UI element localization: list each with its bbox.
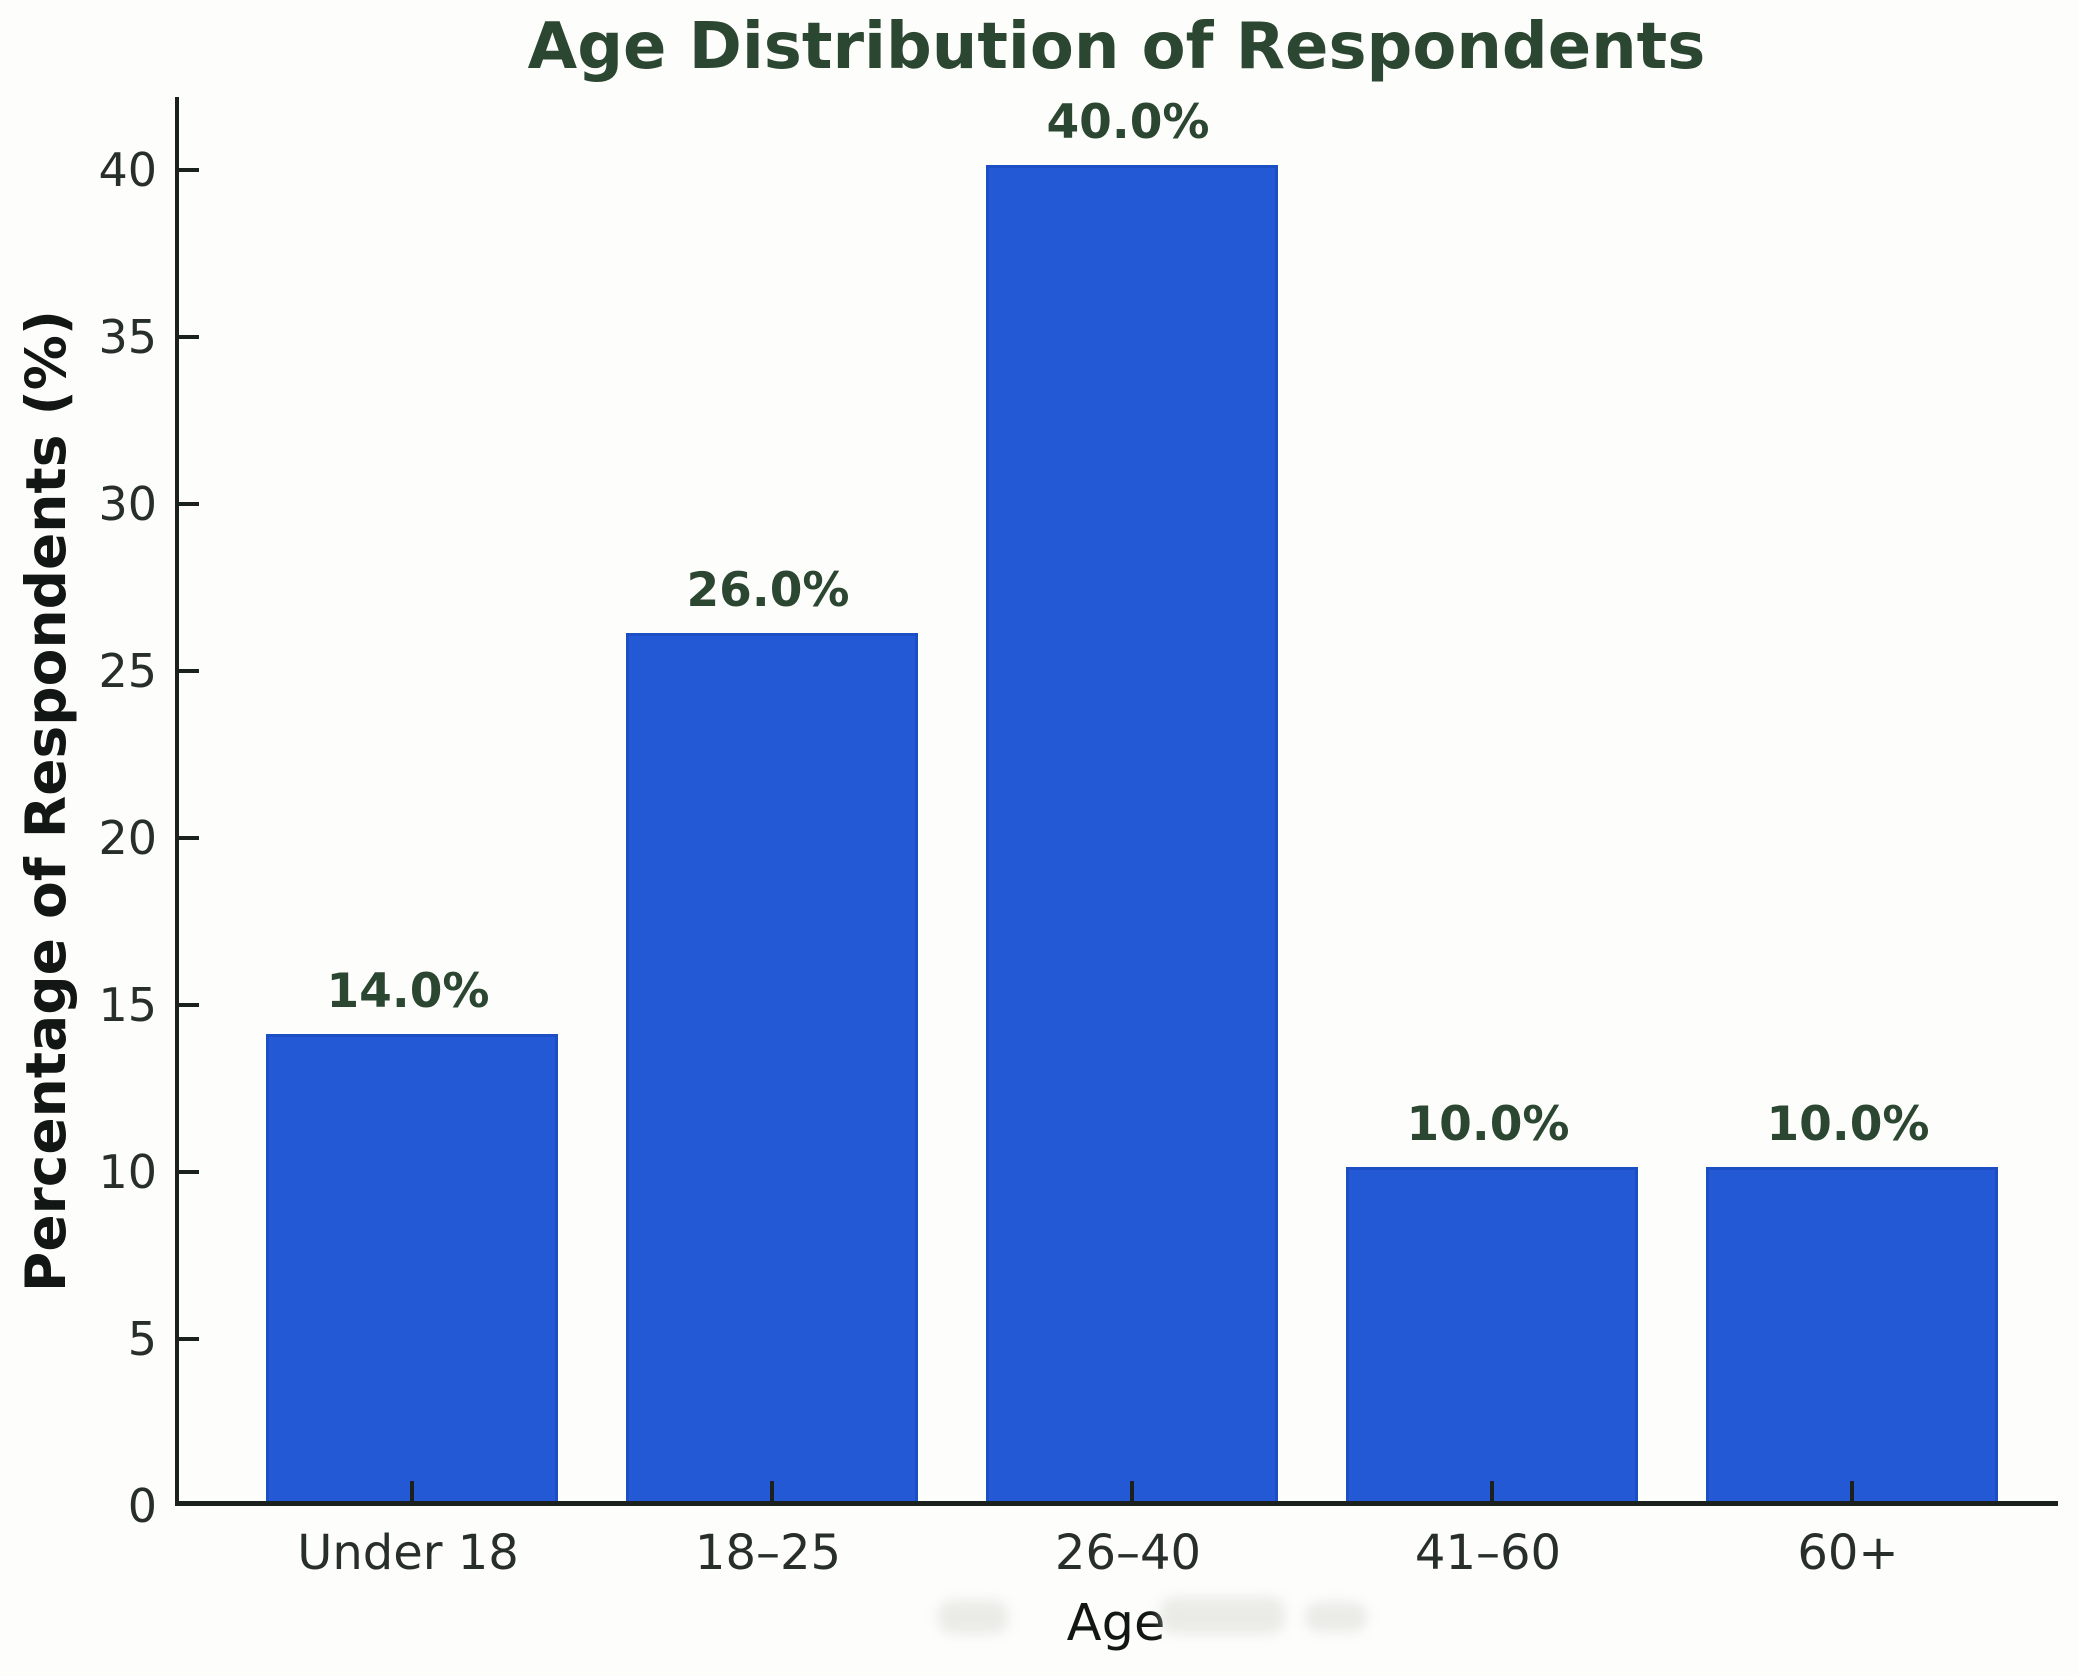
y-tick	[179, 1003, 199, 1007]
x-tick-label: 18–25	[694, 1525, 842, 1581]
x-tick	[410, 1481, 414, 1501]
x-axis-title: Age	[1066, 1594, 1166, 1653]
watermark-smudge	[1305, 1602, 1367, 1632]
bar-value-label: 10.0%	[1766, 1097, 1930, 1152]
bar-value-label: 40.0%	[1046, 95, 1210, 150]
y-tick	[179, 335, 199, 339]
y-tick-label: 25	[98, 644, 157, 698]
y-tick	[179, 168, 199, 172]
bar-18–25	[626, 633, 918, 1501]
y-tick-label: 10	[98, 1145, 157, 1199]
watermark-smudge	[938, 1600, 1008, 1634]
y-tick	[179, 1170, 199, 1174]
y-tick-label: 35	[98, 310, 157, 364]
y-tick	[179, 669, 199, 673]
plot-area	[175, 97, 2058, 1506]
x-tick	[770, 1481, 774, 1501]
y-tick-label: 40	[98, 143, 157, 197]
y-tick	[179, 836, 199, 840]
y-tick-label: 30	[98, 477, 157, 531]
x-tick	[1490, 1481, 1494, 1501]
bar-41–60	[1346, 1167, 1638, 1501]
bar-60+	[1706, 1167, 1998, 1501]
y-tick	[179, 1337, 199, 1341]
y-tick	[179, 502, 199, 506]
bar-value-label: 10.0%	[1406, 1097, 1570, 1152]
y-tick-label: 0	[127, 1479, 157, 1533]
y-tick-label: 5	[127, 1312, 157, 1366]
x-tick	[1850, 1481, 1854, 1501]
x-tick	[1130, 1481, 1134, 1501]
bar-Under 18	[266, 1034, 558, 1501]
bar-26–40	[986, 165, 1278, 1501]
bar-value-label: 14.0%	[326, 964, 490, 1019]
y-tick-label: 15	[98, 978, 157, 1032]
bar-value-label: 26.0%	[686, 563, 850, 618]
chart-title: Age Distribution of Respondents	[527, 10, 1706, 84]
x-tick-label: 26–40	[1054, 1525, 1202, 1581]
y-tick-label: 20	[98, 811, 157, 865]
x-tick-label: 60+	[1797, 1525, 1899, 1581]
watermark-smudge	[1160, 1597, 1285, 1634]
x-tick-label: 41–60	[1414, 1525, 1562, 1581]
x-tick-label: Under 18	[297, 1525, 519, 1581]
